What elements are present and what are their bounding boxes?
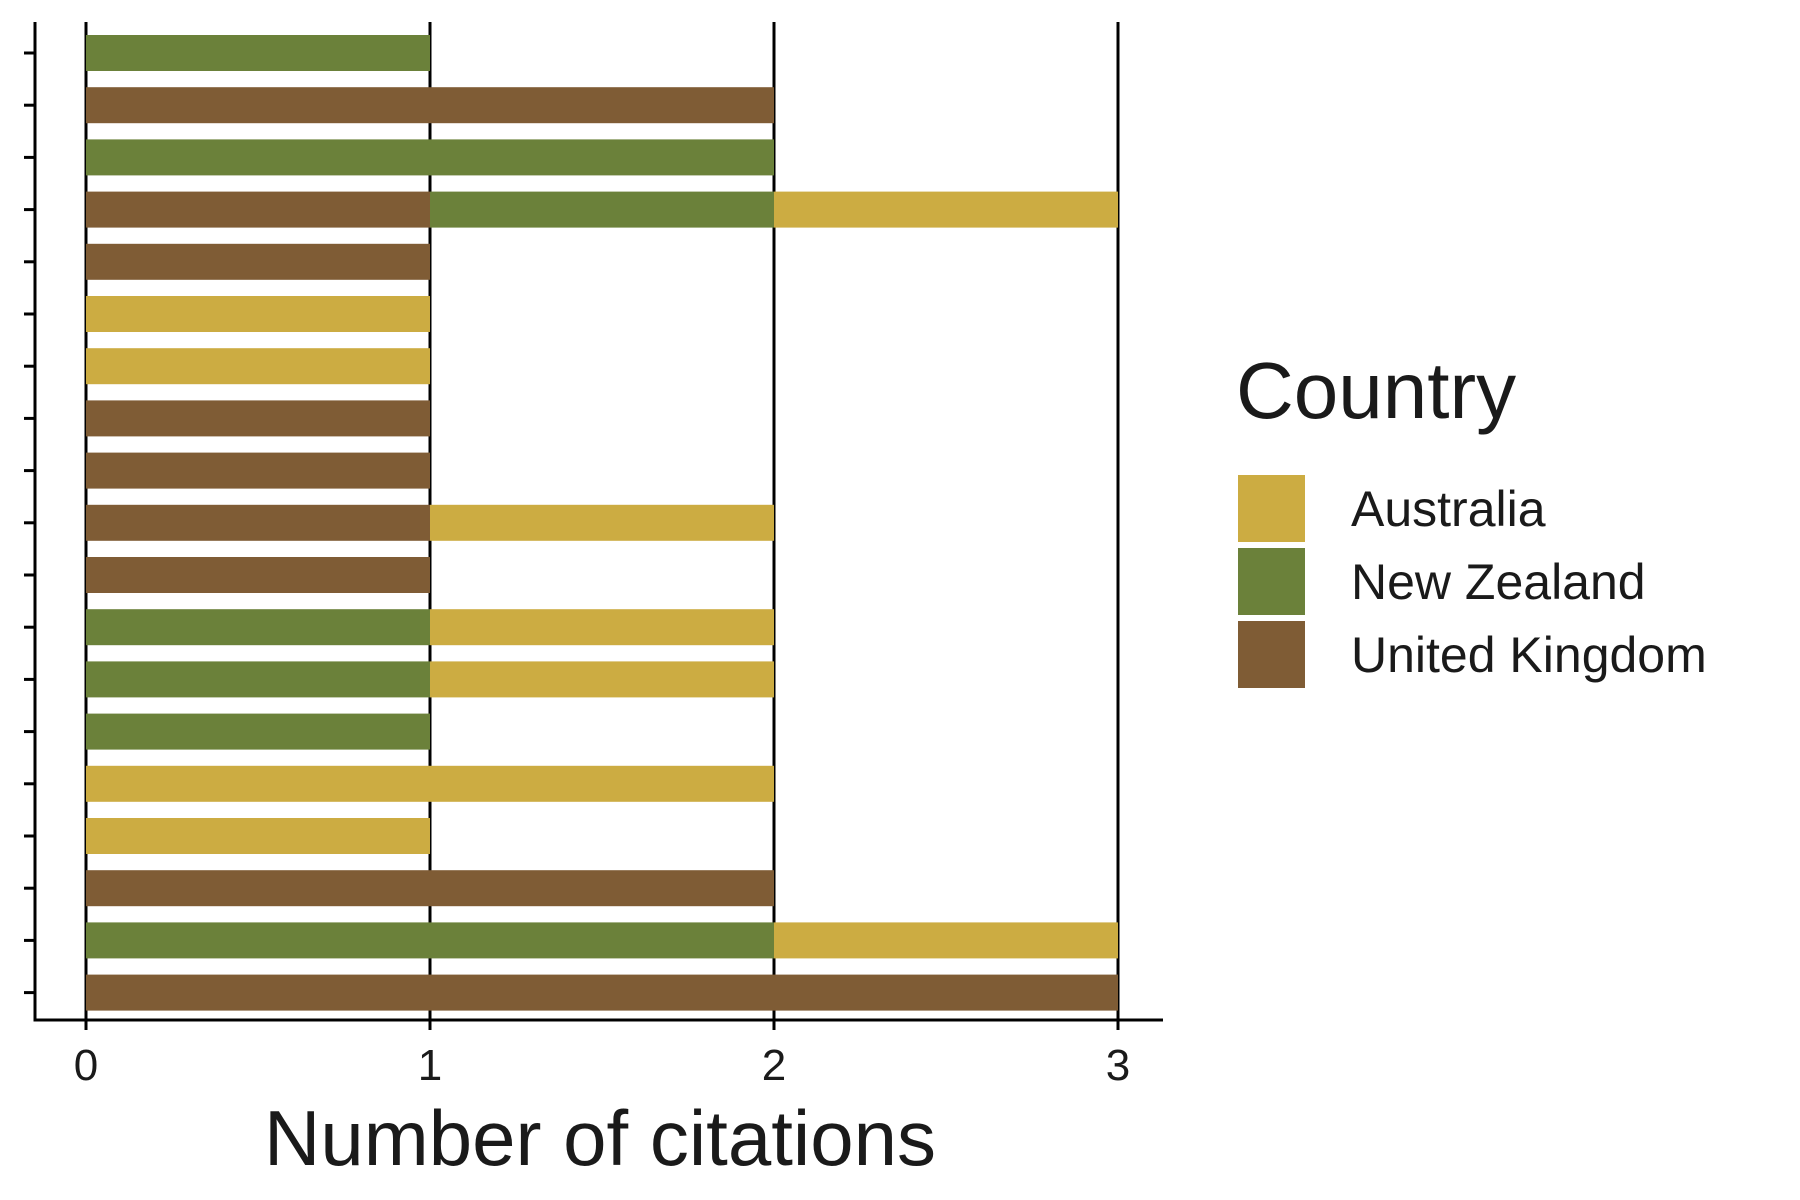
- bars: [86, 35, 1118, 1011]
- bar-row-10-australia: [430, 504, 774, 541]
- x-ticks: 0 1 2 3: [74, 1020, 1130, 1090]
- bar-row-12-new-zealand: [86, 609, 430, 646]
- bar-row-1-new-zealand: [86, 35, 430, 71]
- bar-row-14-new-zealand: [86, 713, 430, 750]
- bar-row-17-united-kingdom: [86, 870, 774, 907]
- legend-label-new-zealand: New Zealand: [1351, 554, 1646, 610]
- legend-label-united-kingdom: United Kingdom: [1351, 627, 1707, 683]
- bar-row-19-united-kingdom: [86, 974, 1118, 1011]
- bar-row-13-australia: [430, 661, 774, 698]
- legend-title: Country: [1236, 346, 1516, 435]
- bar-row-2-united-kingdom: [86, 87, 774, 124]
- bar-row-8-united-kingdom: [86, 400, 430, 437]
- bar-row-6-australia: [86, 296, 430, 332]
- bar-row-10-united-kingdom: [86, 504, 430, 541]
- y-ticks: [24, 51, 35, 995]
- bar-row-9-united-kingdom: [86, 452, 430, 489]
- bar-row-13-new-zealand: [86, 661, 430, 698]
- bar-row-18-australia: [774, 922, 1118, 959]
- x-axis-title: Number of citations: [264, 1094, 936, 1182]
- bar-row-11-united-kingdom: [86, 557, 430, 593]
- x-tick-label: 2: [762, 1041, 786, 1090]
- bar-row-15-australia: [86, 765, 774, 802]
- bar-row-4-new-zealand: [430, 191, 774, 228]
- bar-row-3-new-zealand: [86, 139, 774, 176]
- legend: Country Australia New Zealand United Kingd…: [1236, 346, 1707, 688]
- bar-row-16-australia: [86, 818, 430, 854]
- legend-label-australia: Australia: [1351, 481, 1546, 537]
- legend-swatch-united-kingdom: [1238, 621, 1305, 688]
- x-tick-label: 1: [418, 1041, 442, 1090]
- bar-row-7-australia: [86, 348, 430, 385]
- bar-row-4-australia: [774, 191, 1118, 228]
- bar-row-12-australia: [430, 609, 774, 646]
- legend-swatch-australia: [1238, 475, 1305, 542]
- x-tick-label: 3: [1106, 1041, 1130, 1090]
- bar-row-4-united-kingdom: [86, 191, 430, 228]
- legend-swatch-new-zealand: [1238, 548, 1305, 615]
- x-tick-label: 0: [74, 1041, 98, 1090]
- bar-row-18-new-zealand: [86, 922, 774, 959]
- bar-row-5-united-kingdom: [86, 243, 430, 280]
